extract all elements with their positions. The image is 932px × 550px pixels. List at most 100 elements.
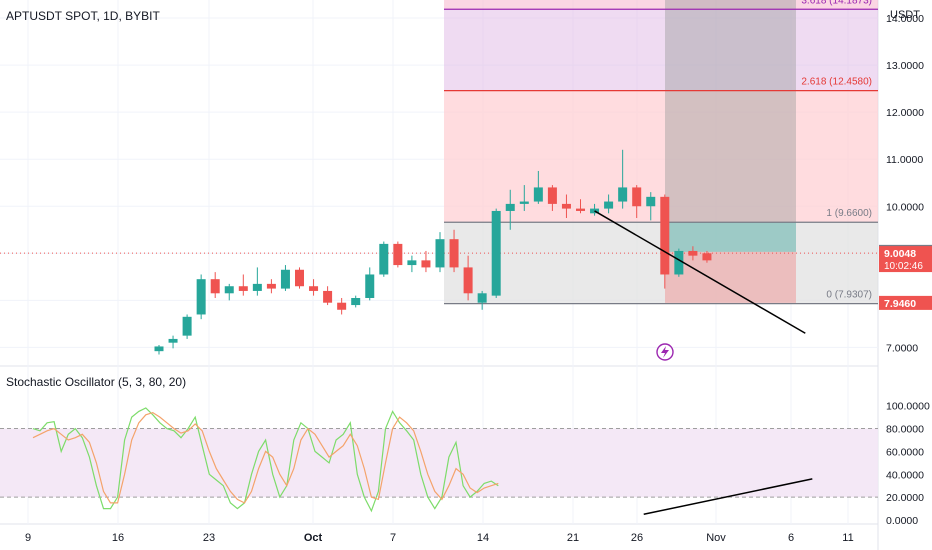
stoch-trend-line [643,478,813,516]
fib-level-label: 2.618 (12.4580) [801,77,872,88]
candle-body [702,253,712,261]
candle [393,241,403,268]
candle [660,194,670,289]
candle-body [590,208,600,214]
candle-body [393,243,403,266]
candle-body [168,338,178,343]
candle [224,283,234,301]
candle-body [309,286,319,291]
time-tick-label: Nov [706,532,726,544]
lightning-icon[interactable] [656,343,674,361]
candle [632,185,642,219]
candle [210,272,220,298]
oscillator-title: Stochastic Oscillator (5, 3, 80, 20) [6,375,187,389]
candle-body [674,250,684,275]
price-axis-label-text: 9.0048 [884,248,916,260]
candle-body [505,203,515,211]
candle [505,189,515,230]
price-tick-label: 13.0000 [886,60,924,72]
candle-body [351,297,361,306]
candle [590,203,600,216]
candle-body [463,267,473,294]
candle [407,255,417,273]
candle [168,335,178,349]
candle [252,267,262,296]
candle [435,232,445,273]
candle-body [295,269,304,287]
candle-body [280,269,290,289]
candle [449,229,459,273]
price-tick-label: 12.0000 [886,107,924,119]
time-tick-label: 11 [842,532,853,544]
candle [561,194,571,219]
chart-title: APTUSDT SPOT, 1D, BYBIT [6,9,160,23]
price-tick-label: 14.0000 [886,13,924,25]
candle [365,267,375,301]
time-tick-label: 14 [477,532,489,544]
candle-body [224,286,234,294]
candle [154,345,164,355]
candle [323,286,333,306]
candle-body [252,283,262,291]
price-axis-label-text: 7.9460 [884,298,916,310]
candle-body [435,239,445,268]
candle [182,314,192,339]
candle [702,250,712,263]
stoch-tick-label: 100.0000 [886,401,930,413]
candle [519,185,529,211]
time-tick-label: 21 [567,532,579,544]
fib-level-label: 3.618 (14.1873) [801,0,872,6]
position-box-target [665,0,796,252]
candle-body [660,196,670,275]
candle [351,295,361,308]
fib-zone-top [444,0,878,10]
candle-body [632,187,642,207]
time-tick-label: 23 [203,532,215,544]
stoch-k-line [32,407,499,513]
candle [618,149,628,209]
candle [491,208,501,298]
candle [688,246,698,261]
time-tick-label: 26 [631,532,643,544]
candle-body [561,203,571,209]
currency-selector[interactable]: USDT [890,9,920,21]
candle [295,267,304,289]
candle-body [547,187,557,204]
candle-body [491,210,501,296]
candle-body [154,346,164,352]
candle-body [449,239,459,268]
candle [576,199,585,214]
stoch-tick-label: 40.0000 [886,469,924,481]
candle [646,192,656,221]
fib-zone-mid [444,9,878,91]
price-axis-label-bg [879,295,932,310]
candle-body [618,187,628,202]
price-trend-line [594,210,806,334]
candle-body [519,201,529,204]
bar-countdown: 10:02:46 [884,261,923,272]
candle-body [238,286,248,291]
time-tick-label: 9 [25,532,31,544]
stoch-d-line [32,411,499,504]
candle-body [477,293,487,303]
candle [266,279,276,294]
candle-body [337,302,347,310]
price-tick-label: 10.0000 [886,201,924,213]
candle-body [196,279,206,315]
candle-body [407,260,417,266]
candle [547,185,557,211]
candle [337,297,347,315]
candle [421,250,431,273]
position-box-profit [665,222,796,252]
candle-body [182,316,192,336]
candle-body [646,196,656,207]
candle [379,241,389,277]
candle-body [266,283,276,289]
candle-body [210,279,220,294]
candle-body [421,260,431,268]
candle-body [576,208,585,211]
time-tick-label: 7 [390,532,396,544]
time-tick-label: 6 [788,532,794,544]
candle-body [604,201,614,209]
